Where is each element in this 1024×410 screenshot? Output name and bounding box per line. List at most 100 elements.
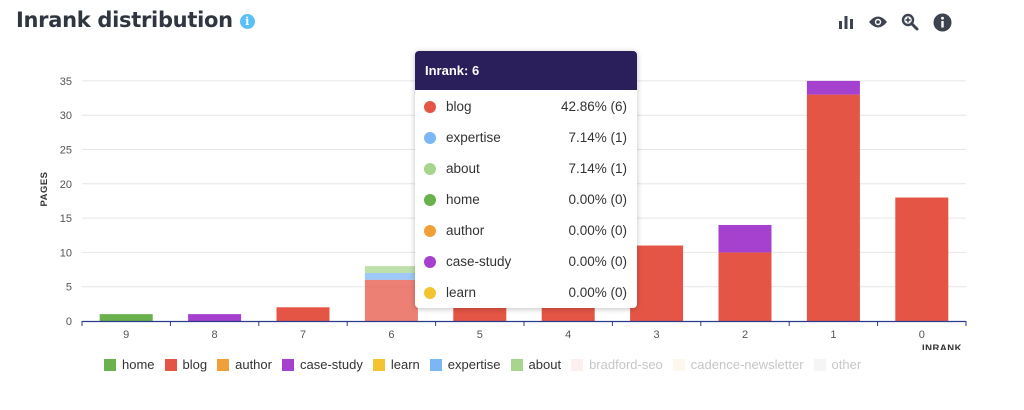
- tooltip-row: blog 42.86% (6): [415, 91, 637, 122]
- legend-label: author: [235, 357, 272, 372]
- tooltip-row: home 0.00% (0): [415, 184, 637, 215]
- legend-label: case-study: [299, 357, 363, 372]
- legend-item-blog[interactable]: blog: [164, 357, 208, 372]
- x-tick-label: 0: [919, 329, 925, 341]
- legend-swatch: [104, 358, 116, 371]
- tooltip-series-value: 0.00% (0): [568, 285, 627, 300]
- legend-swatch: [281, 358, 294, 371]
- series-dot: [424, 162, 436, 175]
- legend-item-author[interactable]: author: [217, 357, 272, 372]
- bar-blog-7[interactable]: [276, 307, 330, 321]
- legend-swatch: [429, 358, 442, 371]
- x-tick-label: 6: [388, 329, 394, 341]
- x-tick-label: 5: [477, 329, 483, 341]
- legend-item-bradford-seo[interactable]: bradford-seo: [571, 357, 663, 372]
- legend-label: expertise: [447, 357, 501, 372]
- x-axis-title: INRANK: [922, 343, 962, 350]
- legend-item-other[interactable]: other: [813, 357, 862, 372]
- bar-about-6[interactable]: [364, 266, 418, 273]
- series-dot: [424, 193, 436, 206]
- y-tick-label: 10: [60, 247, 72, 259]
- y-tick-label: 30: [60, 110, 72, 122]
- series-dot: [424, 255, 436, 268]
- x-tick-label: 7: [300, 329, 306, 341]
- bar-blog-1[interactable]: [806, 94, 860, 322]
- series-dot: [424, 131, 436, 144]
- chart-tooltip: Inrank: 6 blog 42.86% (6) expertise 7.14% (…: [415, 51, 637, 308]
- legend-label: home: [122, 357, 155, 372]
- bar-blog-5[interactable]: [453, 307, 507, 321]
- y-tick-label: 0: [66, 316, 72, 328]
- x-tick-label: 2: [742, 329, 748, 341]
- y-tick-label: 5: [66, 282, 72, 294]
- tooltip-series-name: about: [446, 161, 480, 176]
- y-tick-label: 25: [60, 145, 72, 157]
- legend-item-learn[interactable]: learn: [372, 357, 420, 372]
- series-dot: [424, 286, 436, 299]
- bar-blog-6[interactable]: [364, 279, 418, 321]
- legend-item-cadence-newsletter[interactable]: cadence-newsletter: [672, 357, 804, 372]
- legend-item-home[interactable]: home: [104, 357, 155, 372]
- tooltip-series-name: case-study: [446, 254, 512, 269]
- legend-item-case-study[interactable]: case-study: [281, 357, 363, 372]
- tooltip-series-name: expertise: [446, 130, 501, 145]
- info-icon[interactable]: [932, 12, 952, 32]
- tooltip-series-value: 7.14% (1): [568, 130, 627, 145]
- bar-blog-4[interactable]: [541, 307, 595, 321]
- chart-legend: home blog author case-study learn expertise ab…: [104, 357, 871, 372]
- bar-case-study-8[interactable]: [188, 314, 242, 321]
- legend-label: learn: [390, 357, 420, 372]
- legend-swatch: [571, 358, 584, 371]
- tooltip-series-value: 42.86% (6): [560, 99, 627, 114]
- tooltip-series-value: 7.14% (1): [568, 161, 627, 176]
- bar-blog-2[interactable]: [718, 252, 772, 321]
- bar-home-9[interactable]: [99, 314, 153, 321]
- page-title: Inrank distribution: [16, 8, 233, 32]
- chart-header: Inrank distribution i: [16, 8, 255, 32]
- x-tick-label: 8: [212, 329, 218, 341]
- bar-case-study-2[interactable]: [718, 224, 772, 253]
- series-dot: [424, 224, 436, 237]
- zoom-icon[interactable]: [900, 12, 920, 32]
- legend-swatch: [164, 358, 177, 371]
- legend-item-about[interactable]: about: [510, 357, 562, 372]
- legend-label: other: [831, 357, 862, 372]
- y-tick-label: 35: [60, 76, 72, 88]
- legend-label: blog: [182, 357, 208, 372]
- bar-chart-icon[interactable]: [836, 12, 856, 32]
- bar-blog-3[interactable]: [630, 245, 684, 321]
- legend-label: about: [528, 357, 562, 372]
- tooltip-row: learn 0.00% (0): [415, 277, 637, 308]
- tooltip-series-value: 0.00% (0): [568, 223, 627, 238]
- tooltip-series-value: 0.00% (0): [568, 192, 627, 207]
- title-info-icon[interactable]: i: [239, 13, 255, 29]
- x-tick-label: 4: [565, 329, 571, 341]
- legend-swatch: [672, 358, 685, 371]
- legend-swatch: [217, 358, 230, 371]
- legend-swatch: [813, 358, 826, 371]
- tooltip-row: about 7.14% (1): [415, 153, 637, 184]
- bar-expertise-6[interactable]: [364, 272, 418, 280]
- tooltip-row: expertise 7.14% (1): [415, 122, 637, 153]
- legend-item-expertise[interactable]: expertise: [429, 357, 501, 372]
- legend-label: bradford-seo: [589, 357, 663, 372]
- tooltip-row: author 0.00% (0): [415, 215, 637, 246]
- legend-label: cadence-newsletter: [690, 357, 804, 372]
- x-tick-label: 3: [654, 329, 660, 341]
- eye-icon[interactable]: [868, 12, 888, 32]
- tooltip-series-name: learn: [446, 285, 477, 300]
- tooltip-title: Inrank: 6: [415, 51, 637, 90]
- tooltip-rows: blog 42.86% (6) expertise 7.14% (1) about 7.1…: [415, 91, 637, 308]
- x-tick-label: 1: [830, 329, 836, 341]
- tooltip-series-name: home: [446, 192, 480, 207]
- x-tick-label: 9: [123, 329, 129, 341]
- bar-blog-0[interactable]: [895, 197, 949, 321]
- bar-case-study-1[interactable]: [806, 80, 860, 95]
- y-axis-title: PAGES: [39, 171, 50, 206]
- tooltip-row: case-study 0.00% (0): [415, 246, 637, 277]
- legend-swatch: [372, 358, 385, 371]
- tooltip-series-name: author: [446, 223, 485, 238]
- y-tick-label: 15: [60, 213, 72, 225]
- series-dot: [424, 100, 436, 113]
